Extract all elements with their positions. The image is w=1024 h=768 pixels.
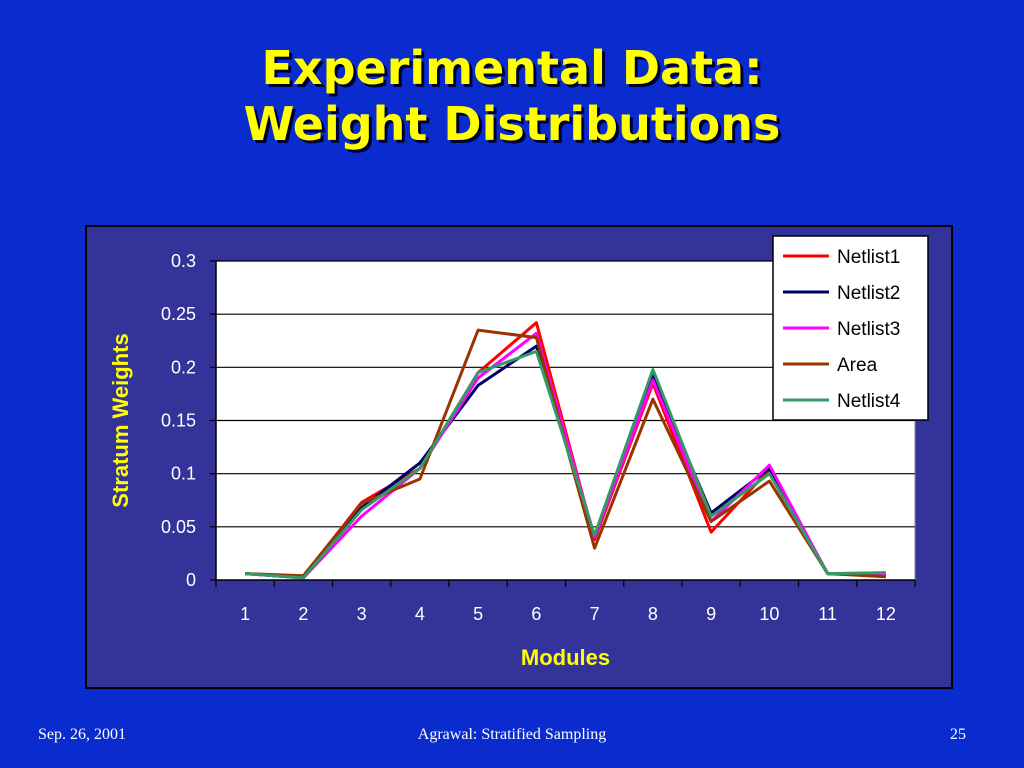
legend-label-netlist3: Netlist3 [837, 319, 900, 340]
legend-label-netlist2: Netlist2 [837, 283, 900, 304]
y-axis-title: Stratum Weights [108, 333, 133, 507]
y-tick-label-0.1: 0.1 [171, 464, 196, 484]
y-tick-label-0.3: 0.3 [171, 251, 196, 271]
x-tick-label-9: 9 [706, 604, 716, 624]
x-tick-label-7: 7 [590, 604, 600, 624]
x-tick-label-11: 11 [818, 604, 837, 624]
y-tick-label-0.15: 0.15 [161, 411, 196, 431]
y-tick-label-0.2: 0.2 [171, 357, 196, 377]
x-axis-title: Modules [521, 645, 610, 670]
x-tick-label-3: 3 [357, 604, 367, 624]
legend-label-netlist1: Netlist1 [837, 247, 900, 268]
x-tick-label-1: 1 [240, 604, 250, 624]
x-tick-label-2: 2 [298, 604, 308, 624]
x-tick-label-12: 12 [876, 604, 896, 624]
legend-label-area: Area [837, 355, 878, 376]
y-tick-label-0: 0 [186, 570, 196, 590]
footer-title: Agrawal: Stratified Sampling [417, 726, 607, 743]
footer-page-number: 25 [950, 726, 966, 743]
y-tick-label-0.05: 0.05 [161, 517, 196, 537]
footer-date: Sep. 26, 2001 [38, 726, 126, 743]
slide-title-line-1: Experimental Data: [261, 41, 763, 95]
slide-title: Experimental Data: Weight Distributions [0, 40, 1024, 152]
x-tick-label-10: 10 [759, 604, 779, 624]
y-tick-label-0.25: 0.25 [161, 304, 196, 324]
series-line-netlist4 [244, 349, 886, 580]
x-tick-label-4: 4 [415, 604, 425, 624]
series-line-netlist3 [244, 331, 886, 580]
x-tick-label-6: 6 [531, 604, 541, 624]
x-tick-label-5: 5 [473, 604, 483, 624]
x-tick-label-8: 8 [648, 604, 658, 624]
slide-title-line-2: Weight Distributions [243, 97, 781, 151]
legend-label-netlist4: Netlist4 [837, 391, 901, 412]
